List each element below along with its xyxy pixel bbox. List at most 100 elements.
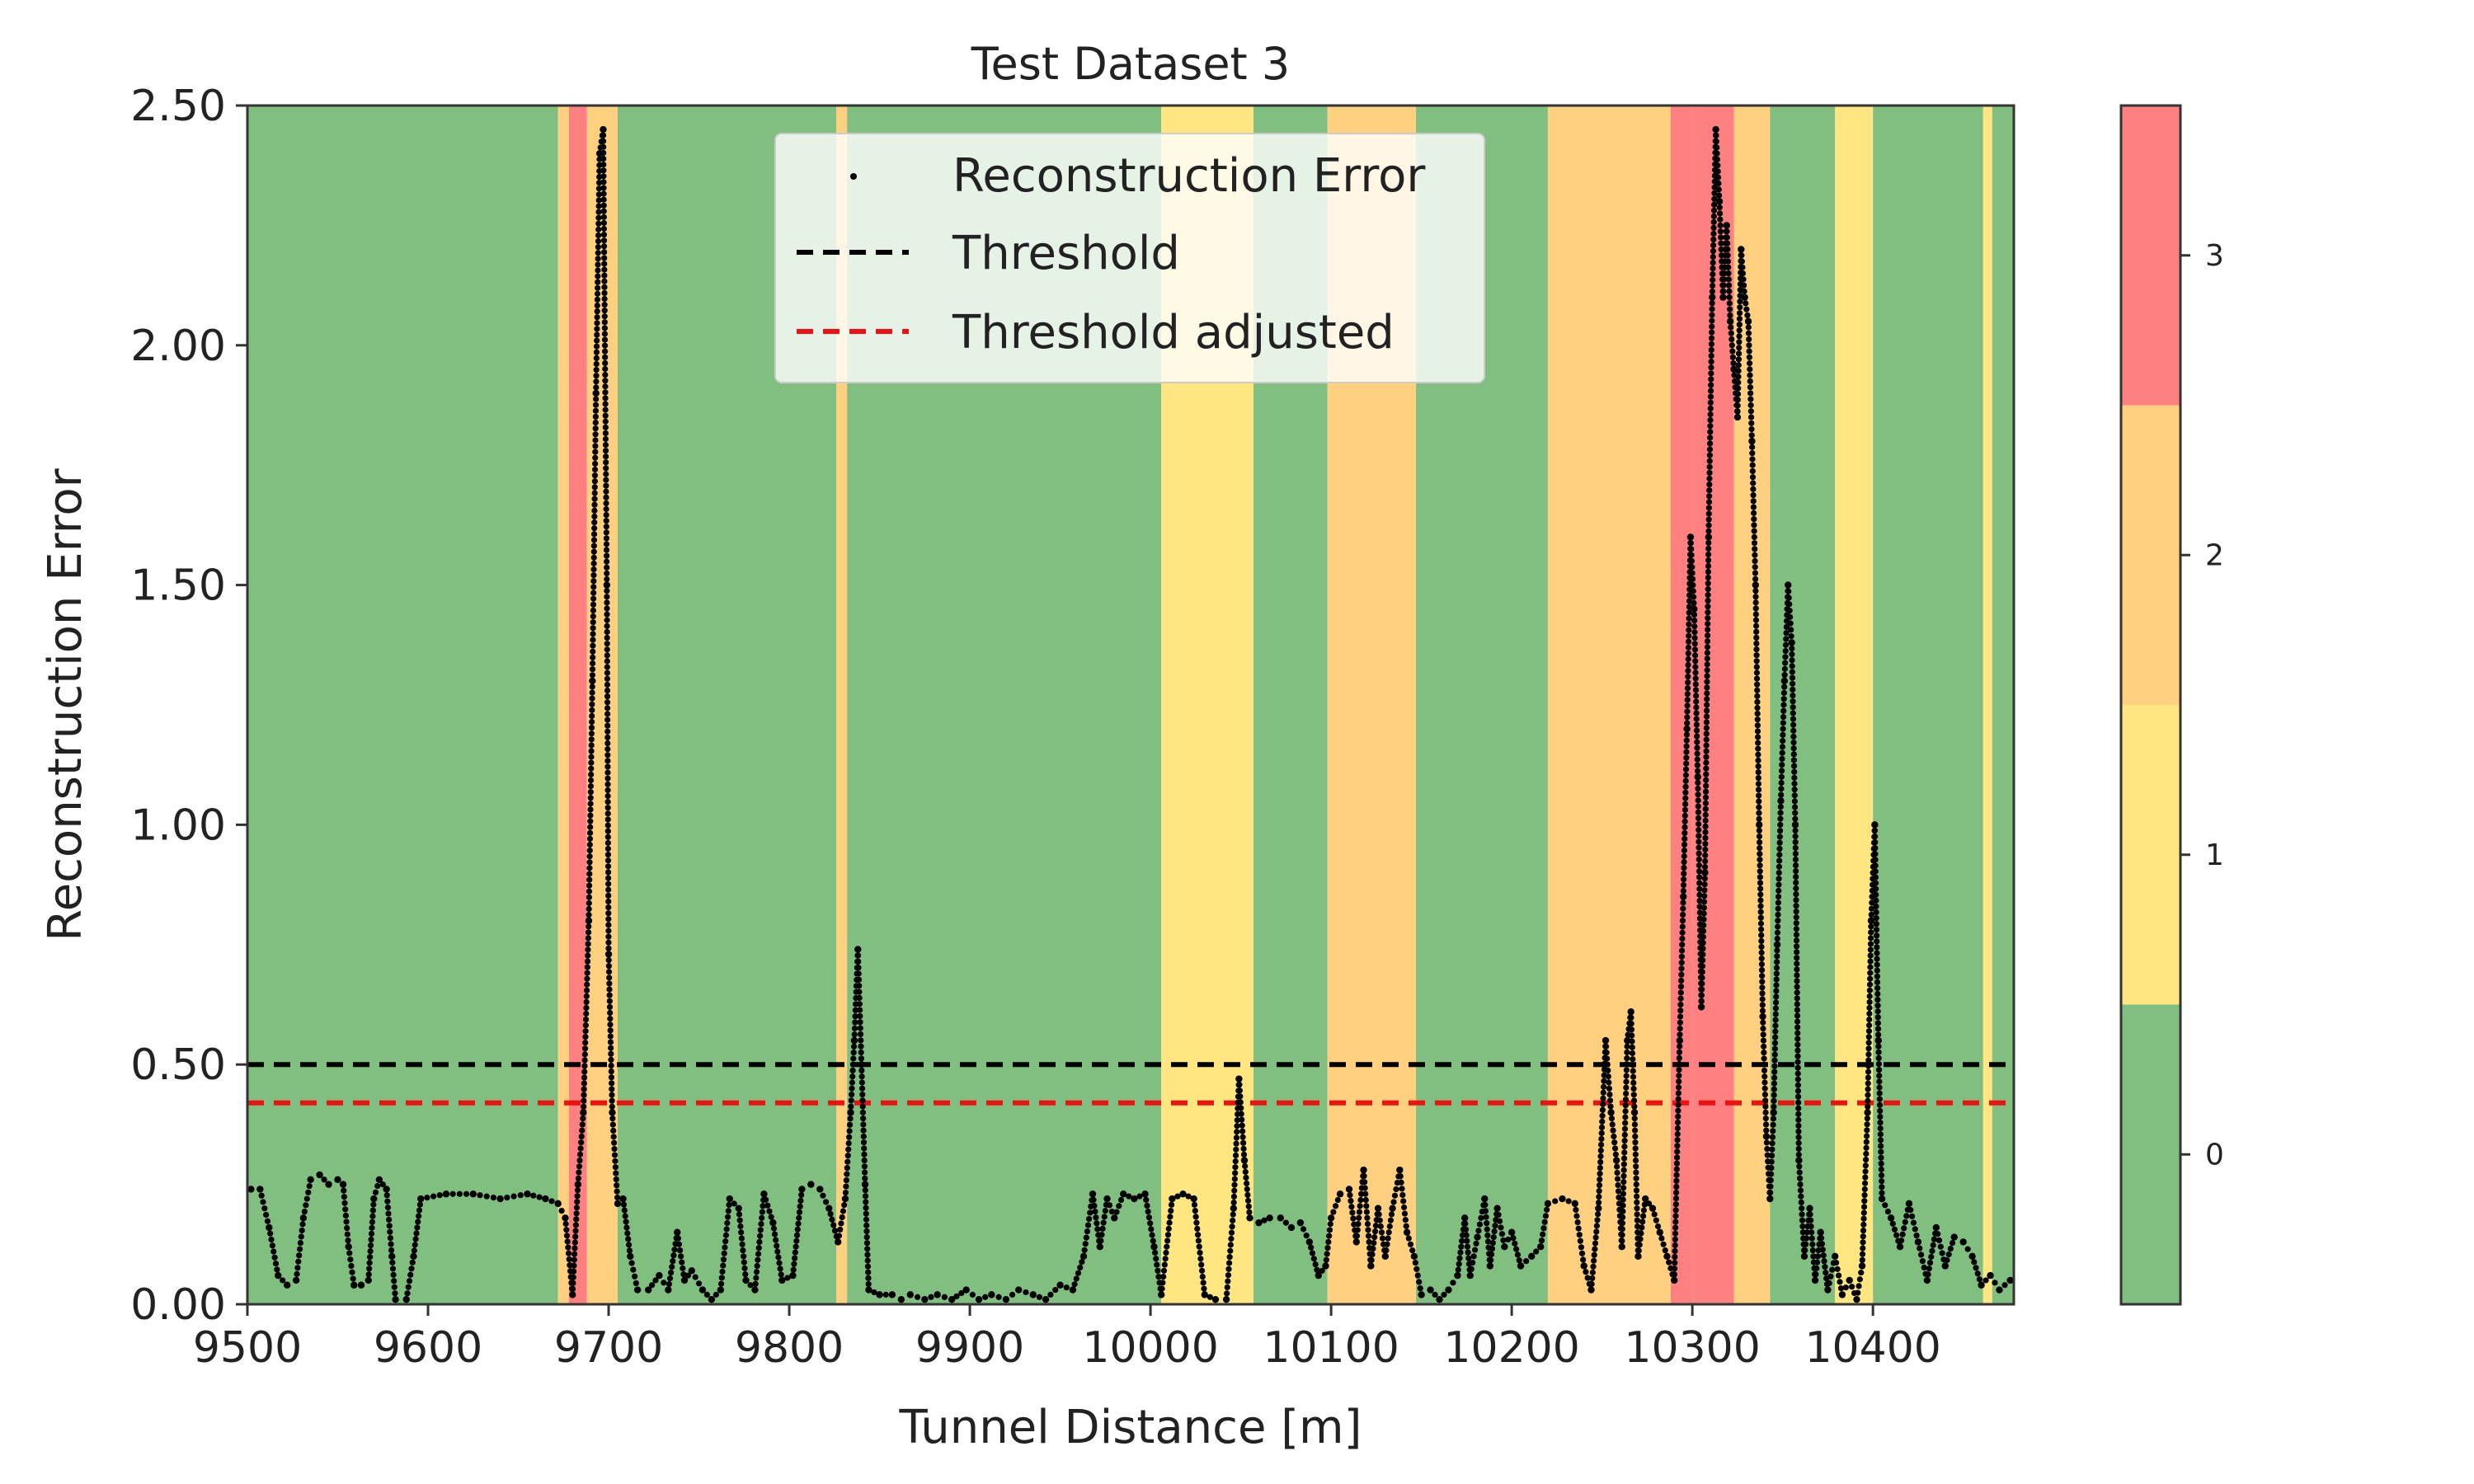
trace-dot-721 xyxy=(855,970,862,977)
trace-dot-2007 xyxy=(1771,1097,1777,1104)
trace-dot-754 xyxy=(862,1169,868,1176)
trace-dot-1772 xyxy=(1724,234,1730,241)
trace-dot-1188 xyxy=(1584,1275,1591,1281)
trace-dot-507 xyxy=(608,1062,614,1069)
trace-dot-1326 xyxy=(1631,1121,1639,1128)
trace-dot-1953 xyxy=(1758,967,1766,974)
trace-dot-2395 xyxy=(1877,1131,1884,1138)
trace-dot-1648 xyxy=(1705,603,1711,610)
trace-dot-1173 xyxy=(1552,1198,1559,1205)
trace-dot-101 xyxy=(409,1259,416,1266)
trace-dot-373 xyxy=(601,278,608,284)
trace-dot-219 xyxy=(586,876,593,883)
trace-dot-182 xyxy=(581,1092,587,1098)
trace-dot-475 xyxy=(604,875,612,881)
trace-dot-544 xyxy=(631,1273,638,1280)
trace-dot-1177 xyxy=(1573,1206,1579,1214)
trace-dot-1353 xyxy=(1639,1224,1645,1231)
trace-dot-279 xyxy=(591,525,598,532)
trace-dot-311 xyxy=(594,337,600,344)
trace-dot-1395 xyxy=(1674,1143,1681,1149)
trace-dot-1739 xyxy=(1715,180,1722,187)
trace-dot-1718 xyxy=(1711,195,1718,202)
trace-dot-1808 xyxy=(1735,379,1742,386)
trace-dot-110 xyxy=(416,1207,423,1214)
data-point-572 xyxy=(688,1267,695,1275)
trace-dot-1686 xyxy=(1708,382,1714,388)
trace-dot-283 xyxy=(591,501,598,508)
trace-dot-503 xyxy=(607,1039,614,1045)
trace-dot-1031 xyxy=(1366,1238,1372,1245)
trace-dot-1690 xyxy=(1708,359,1714,365)
trace-dot-695 xyxy=(849,1079,855,1086)
trace-dot-1526 xyxy=(1693,693,1700,699)
trace-dot-414 xyxy=(603,518,609,524)
trace-dot-1002 xyxy=(1349,1209,1356,1216)
trace-dot-2415 xyxy=(1898,1237,1905,1244)
trace-dot-727 xyxy=(856,1007,863,1013)
trace-dot-832 xyxy=(1098,1237,1104,1244)
trace-dot-2359 xyxy=(1873,921,1879,928)
data-point-2293 xyxy=(1864,1109,1871,1116)
trace-dot-2136 xyxy=(1792,833,1799,840)
trace-dot-1553 xyxy=(1696,850,1702,857)
trace-dot-955 xyxy=(1240,1145,1247,1152)
trace-dot-2029 xyxy=(1773,970,1780,977)
trace-dot-160 xyxy=(572,1222,579,1228)
trace-dot-740 xyxy=(858,1085,866,1092)
trace-dot-1893 xyxy=(1752,617,1760,623)
trace-dot-10 xyxy=(269,1242,275,1249)
data-point-148 xyxy=(569,1291,576,1298)
trace-dot-578 xyxy=(713,1291,719,1298)
data-point-993 xyxy=(1327,1214,1335,1222)
trace-dot-1874 xyxy=(1750,504,1757,510)
data-point-1368 xyxy=(1663,1252,1671,1261)
trace-dot-761 xyxy=(863,1210,869,1217)
data-point-1991 xyxy=(1766,1195,1774,1203)
trace-dot-265 xyxy=(590,607,596,614)
trace-dot-738 xyxy=(858,1073,865,1080)
trace-dot-533 xyxy=(621,1207,628,1214)
trace-dot-245 xyxy=(588,725,595,731)
trace-dot-1485 xyxy=(1686,615,1692,622)
trace-dot-93 xyxy=(392,1290,398,1297)
trace-dot-1521 xyxy=(1692,664,1699,670)
trace-dot-80 xyxy=(385,1210,392,1217)
trace-dot-181 xyxy=(581,1097,587,1104)
trace-dot-2019 xyxy=(1772,1028,1779,1035)
data-point-2453 xyxy=(1950,1233,1958,1241)
trace-dot-1476 xyxy=(1685,667,1691,674)
trace-dot-1879 xyxy=(1751,533,1757,541)
trace-dot-1194 xyxy=(1590,1263,1597,1270)
trace-dot-178 xyxy=(580,1115,586,1122)
trace-dot-1380 xyxy=(1672,1230,1679,1237)
trace-dot-922 xyxy=(1230,1199,1237,1206)
trace-dot-841 xyxy=(1108,1208,1115,1215)
trace-dot-718 xyxy=(854,952,862,959)
trace-dot-227 xyxy=(586,829,594,836)
data-point-1887 xyxy=(1752,581,1760,589)
trace-dot-2300 xyxy=(1865,1068,1872,1075)
trace-dot-808 xyxy=(1073,1275,1079,1282)
trace-dot-408 xyxy=(603,482,609,489)
trace-dot-517 xyxy=(609,1121,616,1128)
trace-dot-1127 xyxy=(1482,1201,1489,1209)
colorbar-segment-2 xyxy=(2121,405,2180,705)
trace-dot-479 xyxy=(605,898,612,905)
trace-dot-1116 xyxy=(1470,1259,1476,1266)
trace-dot-1634 xyxy=(1704,684,1710,691)
trace-dot-757 xyxy=(862,1187,868,1194)
trace-dot-433 xyxy=(604,628,610,636)
data-point-34 xyxy=(307,1176,314,1183)
trace-dot-2396 xyxy=(1877,1137,1884,1144)
trace-dot-2155 xyxy=(1793,943,1800,950)
trace-dot-2349 xyxy=(1872,862,1879,869)
data-point-799 xyxy=(1029,1291,1037,1298)
data-point-610 xyxy=(751,1286,759,1294)
trace-dot-413 xyxy=(603,511,609,519)
trace-dot-1481 xyxy=(1685,638,1692,645)
trace-dot-1925 xyxy=(1756,804,1762,810)
trace-dot-1279 xyxy=(1620,1172,1627,1180)
trace-dot-175 xyxy=(578,1133,585,1140)
trace-dot-2302 xyxy=(1865,1057,1872,1064)
